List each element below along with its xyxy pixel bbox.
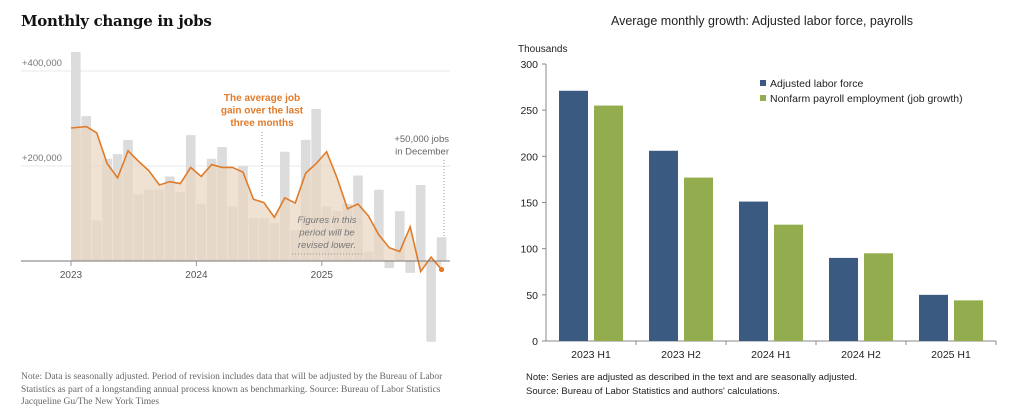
- monthly-bar: [415, 185, 426, 261]
- labor-force-payrolls-chart: Thousands 0 50 100 150 200 250 300 2023 H1 2023 H…: [518, 44, 997, 361]
- y-tick-label: +200,000: [22, 153, 62, 164]
- monthly-bar: [436, 237, 447, 261]
- right-note-line-1: Note: Series are adjusted as described i…: [526, 372, 858, 383]
- revision-annotation-line: period will be: [298, 228, 354, 239]
- payroll-bar: [594, 105, 623, 341]
- payroll-bar: [954, 300, 983, 341]
- legend-label: Adjusted labor force: [770, 78, 864, 90]
- x-tick-label: 2025 H1: [931, 349, 971, 361]
- legend-swatch: [760, 95, 766, 101]
- right-chart-panel: Average monthly growth: Adjusted labor f…: [500, 0, 1024, 413]
- y-tick-label: 0: [532, 336, 538, 348]
- x-tick-label: 2024 H2: [841, 349, 881, 361]
- x-tick-label: 2025: [311, 270, 334, 281]
- monthly-bar: [426, 261, 436, 342]
- monthly-bar: [384, 261, 395, 269]
- monthly-bar: [405, 261, 415, 273]
- average-annotation-line: The average job: [224, 93, 300, 104]
- average-annotation-line: gain over the last: [221, 106, 304, 117]
- revision-annotation-line: revised lower.: [298, 240, 356, 251]
- right-note-line-2: Source: Bureau of Labor Statistics and a…: [526, 386, 780, 397]
- latest-point-marker: [438, 266, 445, 273]
- x-tick-label: 2023: [60, 270, 83, 281]
- y-tick-label: 50: [526, 290, 538, 302]
- monthly-bar: [374, 189, 384, 261]
- labor-force-bar: [739, 201, 768, 341]
- average-line: [70, 125, 443, 274]
- x-tick-label: 2024 H1: [751, 349, 791, 361]
- left-chart-note: Note: Data is seasonally adjusted. Perio…: [21, 372, 443, 407]
- labor-force-bar: [829, 257, 858, 341]
- monthly-jobs-chart: +400,000 +200,000 2023 2024 2025 The average …: [21, 52, 450, 342]
- payroll-bar: [864, 253, 893, 341]
- right-chart-note: Note: Series are adjusted as described i…: [526, 371, 857, 399]
- left-chart-panel: Monthly change in jobs +400,000 +200,000 2…: [0, 0, 480, 413]
- revision-annotation-line: Figures in this: [297, 215, 356, 226]
- right-chart-title: Average monthly growth: Adjusted labor f…: [610, 14, 913, 28]
- labor-force-bar: [919, 294, 948, 341]
- legend-swatch: [760, 80, 766, 86]
- y-axis-unit-label: Thousands: [518, 44, 567, 55]
- y-tick-label: 250: [520, 105, 538, 117]
- y-tick-label: 200: [520, 151, 538, 163]
- payroll-bar: [774, 224, 803, 341]
- y-tick-label: 150: [520, 198, 538, 210]
- labor-force-bar: [559, 90, 588, 341]
- x-tick-label: 2023 H2: [661, 349, 701, 361]
- average-annotation-line: three months: [230, 118, 294, 129]
- x-tick-label: 2024: [185, 270, 208, 281]
- december-annotation-line: +50,000 jobs: [394, 134, 449, 145]
- average-area: [71, 126, 442, 272]
- payroll-bar: [684, 177, 713, 341]
- y-tick-label: 300: [520, 59, 538, 71]
- monthly-bar: [394, 211, 405, 261]
- legend-label: Nonfarm payroll employment (job growth): [770, 93, 963, 105]
- y-tick-label: +400,000: [22, 58, 62, 69]
- left-chart-title: Monthly change in jobs: [21, 12, 212, 30]
- y-tick-label: 100: [520, 244, 538, 256]
- labor-force-bar: [649, 150, 678, 341]
- x-tick-label: 2023 H1: [571, 349, 611, 361]
- december-annotation-line: in December: [395, 147, 449, 158]
